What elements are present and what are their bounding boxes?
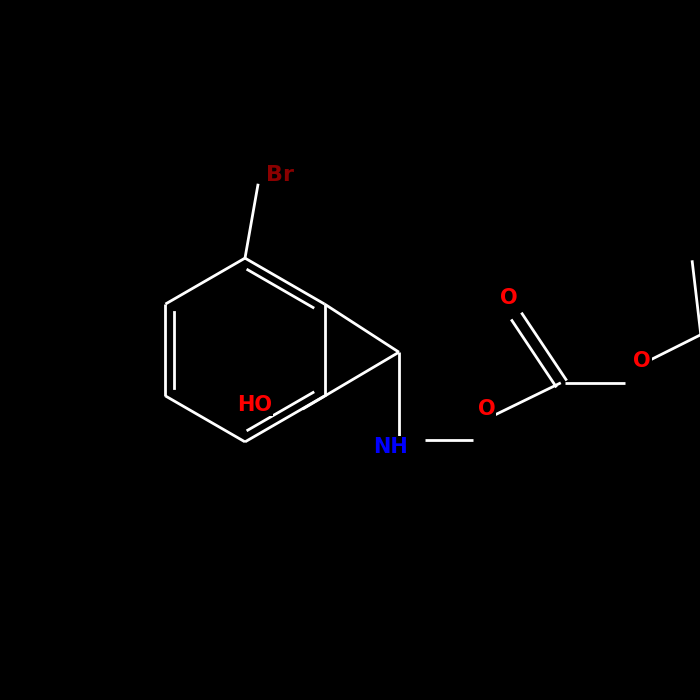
Text: HO: HO (237, 395, 272, 414)
Text: Br: Br (266, 165, 294, 185)
Text: O: O (634, 351, 651, 371)
Text: O: O (500, 288, 517, 308)
Text: NH: NH (373, 437, 407, 456)
Text: O: O (477, 399, 496, 419)
